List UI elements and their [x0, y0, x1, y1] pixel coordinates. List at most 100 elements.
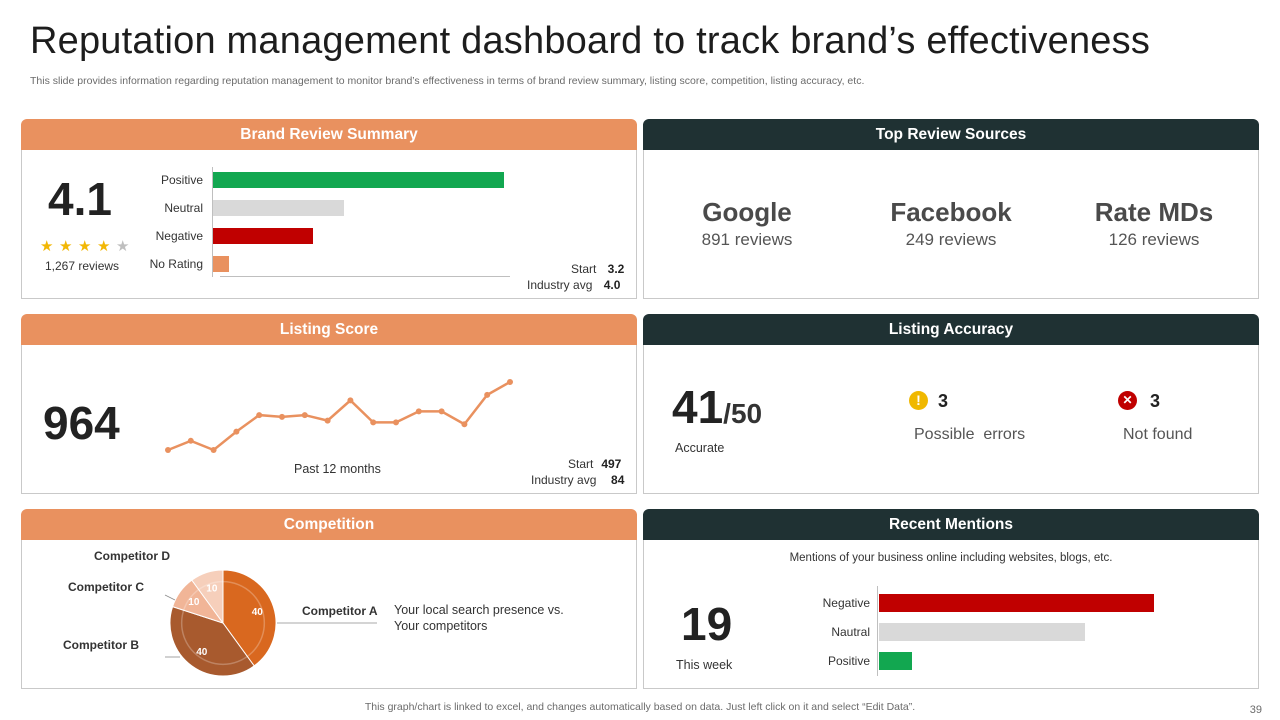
trend-line — [167, 380, 511, 452]
errors-count: 3 — [938, 391, 949, 411]
pie-category-label: Competitor C — [68, 580, 144, 594]
trend-point — [256, 412, 263, 419]
pie-category-label: Competitor B — [63, 638, 139, 652]
notfound-count: 3 — [1150, 391, 1161, 411]
listing-score-value: 964 — [43, 397, 120, 449]
pie-value-label: 40 — [252, 607, 264, 618]
listing-accuracy-panel: Listing Accuracy — [643, 314, 1259, 494]
accuracy-numerator: 41 — [672, 381, 724, 433]
star-icon: ★ — [97, 238, 111, 255]
competition-description: Your local search presence vs. Your comp… — [394, 602, 564, 634]
competition-title: Competition — [283, 515, 375, 533]
review-start-stat: Start 3.2 — [571, 262, 625, 276]
listing-start-stat: Start 497 — [568, 457, 622, 471]
listing-score-title: Listing Score — [279, 320, 379, 338]
brand-review-title: Brand Review Summary — [240, 125, 418, 143]
trend-point — [393, 419, 399, 426]
top-sources-panel: Top Review Sources — [643, 119, 1259, 299]
review-axis — [212, 167, 213, 277]
mention-bar — [879, 652, 912, 670]
accuracy-denominator: /50 — [723, 398, 763, 429]
trend-point — [279, 413, 285, 420]
pie-value-label: 10 — [206, 584, 218, 595]
star-icon: ★ — [40, 238, 54, 255]
mentions-period: This week — [676, 658, 733, 672]
accuracy-label: Accurate — [675, 441, 725, 455]
trend-point — [438, 408, 445, 415]
review-count: 1,267 reviews — [45, 259, 120, 273]
source-name: Rate MDs — [1094, 197, 1214, 227]
review-bar-label: Negative — [155, 229, 203, 243]
review-bar-label: No Rating — [149, 257, 203, 271]
review-bar-label: Positive — [160, 173, 203, 187]
top-sources-title: Top Review Sources — [875, 125, 1027, 143]
trend-point — [347, 397, 354, 404]
source-count: 891 reviews — [701, 230, 793, 249]
top-sources-header: Top Review Sources — [643, 119, 1259, 150]
competition-pie-chart: 40 40 10 10 Competitor A Competitor B Competit… — [63, 549, 378, 677]
page-number: 39 — [1249, 704, 1262, 716]
pie-leader-line — [164, 594, 176, 601]
brand-review-header: Brand Review Summary — [21, 119, 637, 150]
trend-point — [461, 421, 468, 428]
recent-mentions-title: Recent Mentions — [888, 515, 1013, 533]
source-count: 249 reviews — [905, 230, 997, 249]
trend-point — [301, 412, 308, 419]
error-icon: ✕ — [1118, 391, 1137, 410]
trend-point — [165, 447, 171, 453]
star-icon: ★ — [59, 238, 73, 255]
review-bar — [213, 172, 504, 188]
pie-value-label: 10 — [188, 597, 200, 608]
pie-category-label: Competitor D — [94, 549, 170, 563]
pie-value-label: 40 — [196, 647, 208, 658]
source-google: Google 891 reviews — [657, 197, 837, 250]
mention-bar — [879, 623, 1086, 641]
source-facebook: Facebook 249 reviews — [861, 197, 1041, 250]
mention-bar-label: Nautral — [831, 625, 870, 639]
pie-slice — [169, 605, 255, 677]
trend-point — [484, 391, 491, 398]
source-name: Google — [702, 197, 792, 227]
trend-point — [324, 417, 331, 424]
listing-accuracy-header: Listing Accuracy — [643, 314, 1259, 345]
warning-icon: ! — [909, 391, 928, 410]
competition-header: Competition — [21, 509, 637, 540]
notfound-label: Not found — [1123, 426, 1193, 443]
review-baseline — [220, 276, 510, 277]
recent-mentions-panel: Recent Mentions — [643, 509, 1259, 689]
competition-desc-line1: Your local search presence vs. — [394, 603, 564, 617]
competition-desc-line2: Your competitors — [394, 619, 488, 633]
source-ratemds: Rate MDs 126 reviews — [1064, 197, 1244, 250]
listing-score-sparkline — [165, 379, 513, 453]
listing-accuracy-title: Listing Accuracy — [888, 320, 1014, 338]
mentions-count: 19 — [681, 598, 733, 650]
page-title: Reputation management dashboard to track… — [30, 20, 1151, 62]
rating-value: 4.1 — [48, 173, 112, 225]
pie-inner-ring — [180, 580, 266, 666]
review-bar — [213, 200, 345, 216]
listing-score-header: Listing Score — [21, 314, 637, 345]
mention-bar — [879, 594, 1154, 612]
mentions-description: Mentions of your business online includi… — [789, 552, 1113, 564]
listing-score-period: Past 12 months — [294, 462, 381, 476]
review-bar — [213, 228, 313, 244]
source-name: Facebook — [890, 197, 1012, 227]
star-icon: ★ — [116, 238, 130, 255]
review-bar — [213, 256, 229, 272]
mentions-axis — [877, 586, 878, 676]
trend-point — [233, 428, 240, 435]
page-subtitle: This slide provides information regardin… — [30, 75, 865, 87]
mention-bar-label: Positive — [827, 654, 870, 668]
source-count: 126 reviews — [1108, 230, 1200, 249]
trend-point — [210, 447, 217, 453]
accuracy-fraction: 41/50 — [672, 380, 762, 434]
trend-point — [507, 379, 513, 385]
footer-note: This graph/chart is linked to excel, and… — [364, 701, 916, 713]
trend-point — [370, 419, 377, 426]
review-bar-label: Neutral — [164, 201, 203, 215]
pie-category-label: Competitor A — [302, 604, 378, 618]
pie-slice — [222, 569, 277, 667]
recent-mentions-header: Recent Mentions — [643, 509, 1259, 540]
listing-industry-stat: Industry avg 84 — [531, 473, 625, 487]
pie-slice — [191, 569, 224, 625]
